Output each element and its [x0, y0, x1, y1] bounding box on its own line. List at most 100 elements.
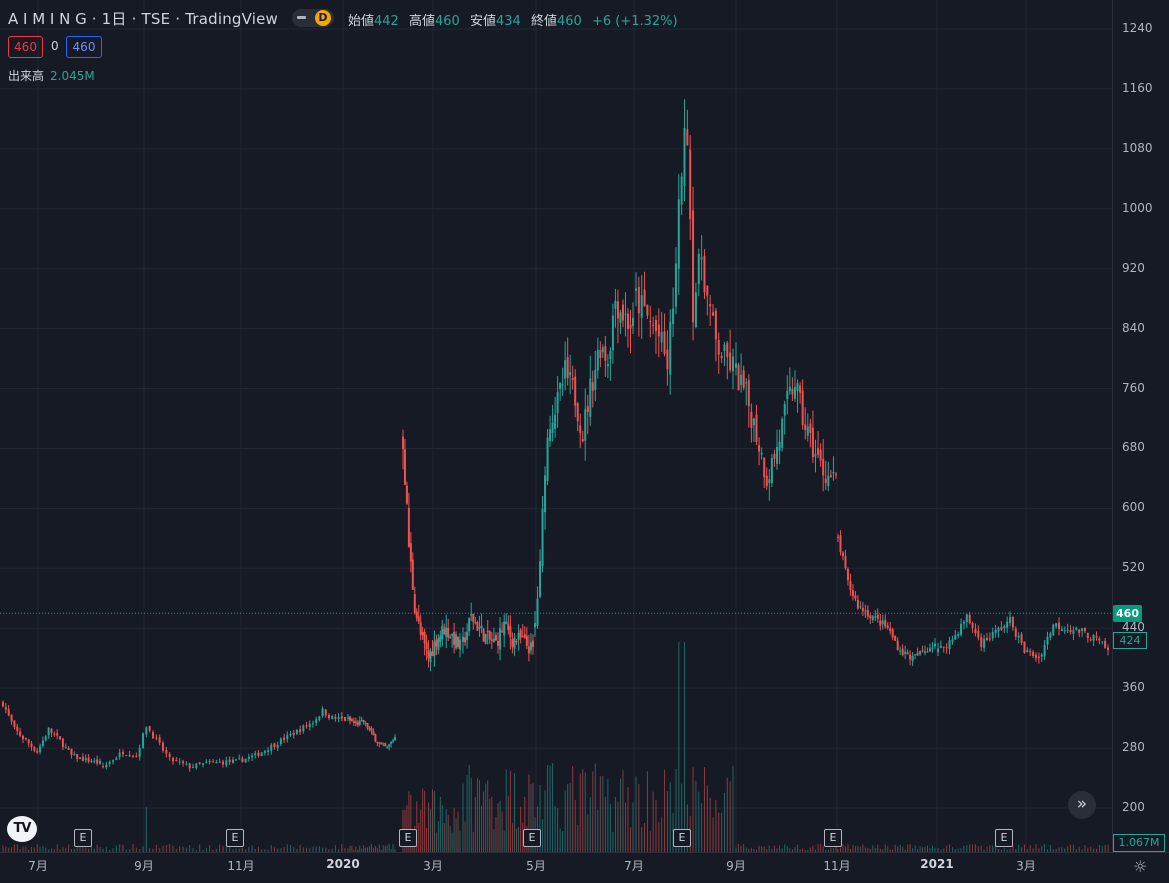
- volume-bar: [879, 848, 881, 852]
- volume-bar: [31, 846, 33, 852]
- volume-bar: [799, 849, 801, 852]
- candle-body: [433, 641, 436, 656]
- candle-body: [811, 427, 814, 458]
- candle-body: [569, 372, 572, 376]
- scroll-to-realtime-button[interactable]: »: [1068, 791, 1096, 819]
- title-sep-3: ·: [175, 10, 181, 28]
- volume-bar: [1038, 848, 1040, 852]
- volume-bar: [1072, 844, 1074, 852]
- earnings-marker[interactable]: E: [673, 829, 691, 847]
- candle-body: [581, 439, 584, 442]
- volume-bar: [528, 774, 530, 852]
- earnings-marker[interactable]: E: [523, 829, 541, 847]
- volume-bar: [112, 848, 114, 852]
- volume-bar: [36, 844, 38, 852]
- volume-bar: [859, 846, 861, 852]
- interval-label[interactable]: 1日: [101, 10, 127, 28]
- volume-bar: [1012, 845, 1014, 852]
- interval-badge[interactable]: D: [315, 10, 331, 26]
- volume-bar: [562, 831, 564, 852]
- time-tick-label: 7月: [624, 859, 644, 873]
- candle-body: [839, 535, 842, 552]
- candle-body: [115, 758, 118, 760]
- volume-bar: [369, 846, 371, 852]
- time-axis[interactable]: [0, 852, 1169, 883]
- volume-bar: [594, 763, 596, 852]
- candle-body: [546, 437, 549, 481]
- volume-bar: [963, 845, 965, 852]
- volume-bar: [51, 848, 52, 852]
- candle-body: [99, 761, 101, 765]
- candle-body: [368, 728, 371, 730]
- earnings-marker[interactable]: E: [995, 829, 1013, 847]
- volume-bar: [443, 823, 445, 852]
- candle-body: [286, 734, 289, 740]
- candle-body: [364, 722, 367, 724]
- buy-button[interactable]: 460: [66, 36, 102, 58]
- candle-body: [957, 633, 960, 636]
- volume-bar: [470, 778, 472, 852]
- volume-bar: [367, 847, 369, 852]
- candle-body: [380, 742, 383, 744]
- earnings-marker[interactable]: E: [824, 829, 842, 847]
- volume-bar: [318, 846, 320, 852]
- volume-bar: [62, 847, 64, 852]
- candle-body: [561, 384, 564, 386]
- volume-bar: [457, 811, 459, 852]
- candle-body: [455, 634, 458, 649]
- candle-body: [70, 748, 73, 755]
- volume-bar: [472, 831, 474, 852]
- volume-bar: [817, 844, 819, 852]
- candle-body: [945, 647, 948, 649]
- earnings-marker[interactable]: E: [74, 829, 92, 847]
- volume-bar: [129, 849, 131, 852]
- time-tick-label: 11月: [227, 859, 255, 873]
- candle-body: [672, 308, 675, 325]
- candle-body: [549, 429, 552, 442]
- volume-bar: [552, 763, 554, 852]
- sell-button[interactable]: 460: [8, 36, 43, 58]
- volume-bar: [791, 849, 793, 852]
- volume-bar: [238, 848, 240, 852]
- volume-bar: [587, 814, 589, 852]
- candle-body: [53, 733, 56, 735]
- settings-gear-icon[interactable]: ☼: [1133, 857, 1148, 876]
- candle-body: [924, 651, 927, 653]
- interval-toggle[interactable]: D: [292, 9, 334, 27]
- volume-bar: [1029, 845, 1031, 852]
- candle-body: [1000, 627, 1003, 630]
- volume-bar: [299, 844, 301, 852]
- symbol-name[interactable]: A I M I N G: [8, 10, 87, 28]
- earnings-marker[interactable]: E: [226, 829, 244, 847]
- volume-bar: [493, 829, 495, 852]
- candle-body: [983, 638, 986, 648]
- volume-bar: [372, 848, 374, 852]
- volume-bar: [872, 845, 874, 852]
- candle-body: [750, 411, 753, 428]
- volume-bar: [644, 823, 646, 852]
- candle-body: [937, 648, 939, 653]
- high-value: 460: [435, 14, 460, 29]
- volume-bar: [76, 845, 78, 852]
- price-axis[interactable]: [1112, 0, 1169, 852]
- volume-bar: [927, 845, 929, 852]
- volume-bar: [382, 844, 384, 852]
- candle-body: [974, 628, 977, 634]
- volume-bar: [937, 847, 939, 852]
- volume-bar: [914, 845, 916, 852]
- volume-bar: [73, 848, 75, 852]
- volume-bar: [874, 847, 876, 852]
- candle-body: [635, 288, 637, 291]
- tradingview-logo[interactable]: TV: [7, 816, 37, 842]
- candle-body: [486, 630, 489, 633]
- collapse-icon[interactable]: [297, 16, 306, 19]
- candle-body: [1095, 636, 1098, 638]
- candle-body: [87, 757, 90, 762]
- earnings-marker[interactable]: E: [399, 829, 417, 847]
- volume-bar: [889, 849, 891, 852]
- candle-body: [145, 727, 148, 735]
- candle-body: [47, 727, 50, 736]
- volume-bar: [1052, 848, 1054, 852]
- volume-bar: [464, 821, 466, 852]
